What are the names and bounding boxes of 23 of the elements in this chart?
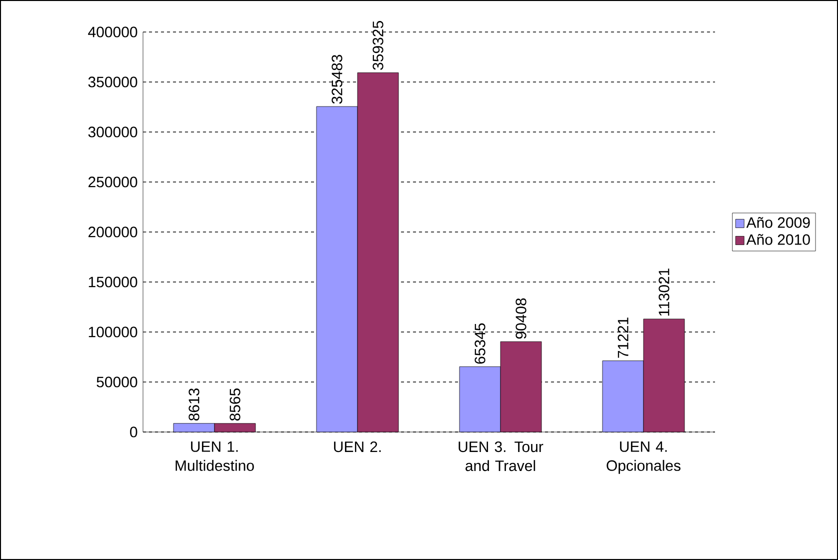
data-label: 71221 — [618, 318, 628, 358]
x-tick-label: UEN 3. Tour and Travel — [458, 441, 544, 472]
data-label: 65345 — [474, 323, 486, 364]
y-tick-label: 50000 — [96, 376, 138, 388]
x-tick-label: UEN 2. — [334, 441, 381, 452]
data-label: 90408 — [516, 298, 526, 339]
data-label: 8565 — [230, 388, 240, 421]
legend-label: Año 2009 — [746, 216, 810, 228]
x-tick-label: UEN 4. Opcionales — [606, 441, 680, 474]
data-label: 8613 — [188, 388, 200, 421]
data-label: 325483 — [332, 54, 342, 104]
data-label: 359325 — [372, 21, 384, 70]
legend-label: Año 2010 — [746, 234, 810, 245]
y-tick-label: 0 — [130, 426, 138, 438]
y-tick-label: 150000 — [88, 276, 138, 288]
y-tick-label: 400000 — [88, 26, 138, 38]
y-tick-label: 100000 — [88, 326, 138, 338]
x-tick-label: UEN 1. Multidestino — [176, 441, 254, 471]
y-tick-label: 350000 — [88, 76, 138, 88]
y-tick-label: 250000 — [88, 176, 138, 188]
y-tick-label: 200000 — [88, 226, 138, 238]
data-label: 113021 — [658, 268, 670, 316]
y-tick-label: 300000 — [88, 126, 138, 138]
